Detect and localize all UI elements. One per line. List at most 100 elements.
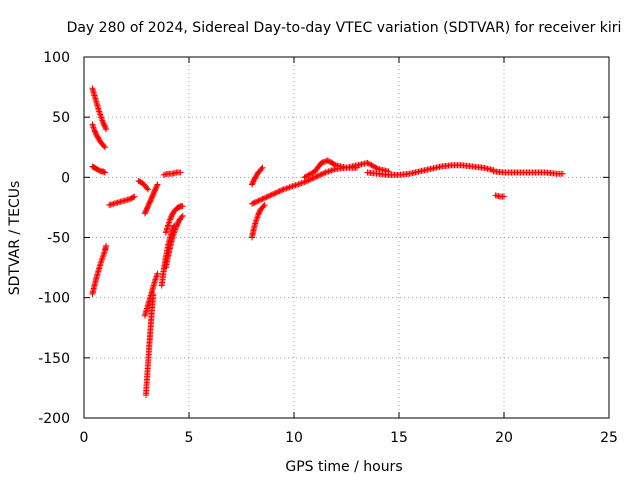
y-tick-label: -200 <box>38 411 70 427</box>
data-point <box>100 252 107 259</box>
data-point <box>102 144 108 151</box>
data-point <box>103 126 110 133</box>
data-point <box>177 169 184 176</box>
data-point <box>275 188 282 195</box>
data-point <box>291 182 297 189</box>
data-point <box>259 164 266 171</box>
data-point <box>95 106 102 113</box>
data-point <box>310 174 317 181</box>
data-point <box>321 170 328 177</box>
grid-layer <box>84 57 609 418</box>
data-point <box>96 109 103 116</box>
data-point <box>89 122 96 129</box>
y-tick-label: 0 <box>61 170 70 186</box>
data-point <box>327 167 333 174</box>
x-tick-label: 10 <box>285 430 303 446</box>
data-point <box>144 185 150 192</box>
data-point <box>304 177 311 184</box>
x-tick-label: 5 <box>185 430 194 446</box>
y-tick-label: 50 <box>52 110 70 126</box>
x-tick-label: 15 <box>390 430 408 446</box>
data-point <box>166 219 173 226</box>
data-point <box>255 197 262 204</box>
y-tick-label: 100 <box>43 50 70 66</box>
data-point <box>289 183 296 190</box>
data-point <box>97 112 104 119</box>
data-point <box>98 115 105 122</box>
data-point <box>268 191 275 198</box>
data-point <box>131 193 138 200</box>
data-point <box>331 161 338 168</box>
data-point <box>279 186 286 193</box>
data-point <box>262 194 269 201</box>
data-point <box>315 172 322 179</box>
data-point <box>260 195 267 202</box>
data-point <box>308 176 315 183</box>
data-point <box>89 121 96 128</box>
data-point <box>252 199 259 206</box>
data-point <box>373 165 380 172</box>
data-point <box>318 171 325 178</box>
data-point <box>253 217 260 224</box>
data-point <box>153 273 160 280</box>
plot-frame <box>83 56 610 419</box>
data-point <box>258 165 265 172</box>
data-point <box>305 177 312 184</box>
data-point <box>253 216 260 223</box>
data-point <box>178 214 185 221</box>
chart-title: Day 280 of 2024, Sidereal Day-to-day VTE… <box>67 20 622 36</box>
data-point <box>145 186 152 193</box>
data-point <box>98 114 105 121</box>
y-axis-title: SDTVAR / TECUs <box>7 181 23 296</box>
data-point <box>260 203 267 210</box>
data-point <box>99 253 106 260</box>
data-point <box>276 188 283 195</box>
y-tick-label: -50 <box>47 231 70 247</box>
y-tick-label: -100 <box>38 291 70 307</box>
data-point <box>102 124 109 131</box>
data-point <box>277 187 284 194</box>
data-point <box>103 242 110 249</box>
data-point <box>254 214 261 221</box>
data-point <box>102 169 108 176</box>
data-point <box>154 270 161 277</box>
data-point <box>153 272 160 279</box>
data-point <box>152 275 159 282</box>
data-point <box>90 125 97 132</box>
data-point <box>97 259 104 266</box>
data-point <box>272 189 279 196</box>
y-tick-label: -150 <box>38 351 70 367</box>
data-point <box>98 256 105 263</box>
data-point <box>100 250 107 257</box>
data-point <box>101 249 108 256</box>
data-point <box>250 200 257 207</box>
data-point <box>256 197 263 204</box>
data-point <box>258 196 265 203</box>
data-point <box>330 166 336 173</box>
data-point <box>288 183 294 190</box>
data-point <box>266 192 273 199</box>
data-point <box>309 175 316 182</box>
x-tick-label: 0 <box>80 430 89 446</box>
x-tick-label: 20 <box>495 430 513 446</box>
data-point <box>292 182 299 189</box>
tick-layer: 0 5 10 15 20 25 -200 -150 -100 -50 0 50 100 <box>38 50 618 446</box>
data-point <box>261 202 268 209</box>
data-point <box>312 174 318 181</box>
data-point <box>90 124 97 131</box>
data-point <box>271 190 278 197</box>
data-point <box>99 255 106 262</box>
data-point <box>286 184 293 191</box>
data-point <box>100 143 107 150</box>
data-point <box>501 193 507 200</box>
data-point <box>328 167 335 174</box>
data-point <box>251 199 258 206</box>
data-point <box>559 170 566 177</box>
data-point <box>319 170 326 177</box>
data-point <box>314 173 321 180</box>
data-point <box>294 181 300 188</box>
data-point <box>317 171 324 178</box>
data-points <box>89 85 566 399</box>
data-point <box>297 180 303 187</box>
